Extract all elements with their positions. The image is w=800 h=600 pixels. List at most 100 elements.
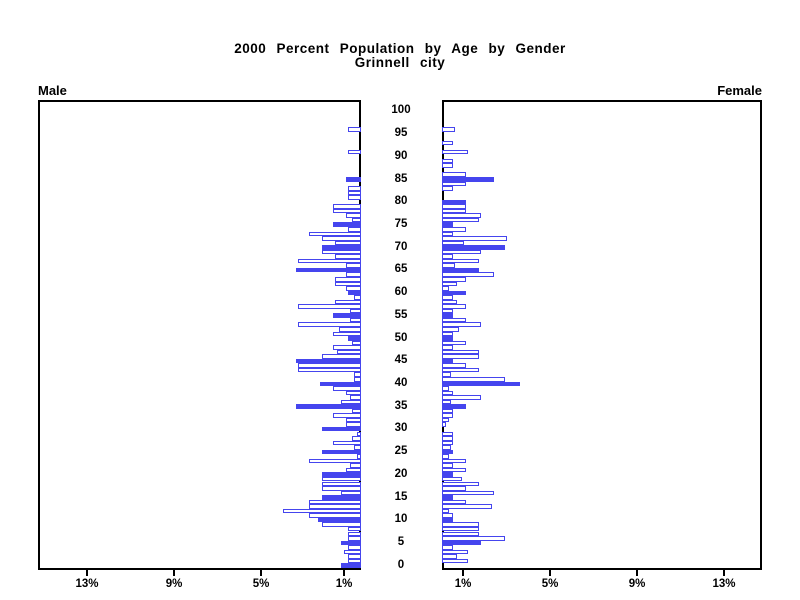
bar-male-age-76	[352, 217, 361, 223]
percent-tick-label-female-9: 9%	[628, 578, 646, 590]
bar-male-age-79	[333, 204, 361, 209]
chart-title: 2000 Percent Population by Age by Gender	[234, 41, 566, 56]
bar-male-age-64	[346, 272, 361, 277]
bar-male-age-19	[322, 476, 361, 482]
percent-tick-label-male-1: 1%	[335, 578, 353, 590]
percent-tick-male-13	[86, 570, 88, 576]
percent-tick-label-female-13: 13%	[712, 578, 736, 590]
bar-female-age-12	[442, 508, 449, 514]
percent-tick-female-13	[723, 570, 725, 576]
bar-male-age-27	[333, 440, 361, 446]
bar-male-age-23	[309, 458, 361, 464]
bar-male-age-52	[339, 327, 361, 332]
bar-female-age-48	[442, 345, 453, 350]
bar-male-age-1	[348, 558, 361, 564]
bar-male-age-67	[298, 258, 361, 264]
bar-male-age-66	[346, 263, 361, 268]
chart-subtitle: Grinnell city	[354, 55, 446, 70]
bar-male-age-6	[348, 536, 361, 541]
age-tick-label-95: 95	[394, 127, 408, 139]
bar-male-age-45	[296, 358, 361, 364]
bar-female-age-31	[442, 422, 446, 427]
bar-male-age-85	[346, 177, 361, 182]
age-tick-label-45: 45	[394, 354, 408, 367]
bar-female-age-36	[442, 399, 451, 405]
bar-male-age-14	[309, 499, 361, 505]
bar-female-age-64	[442, 272, 494, 277]
bar-female-age-83	[442, 186, 453, 191]
bar-female-age-60	[442, 290, 466, 296]
bar-female-age-43	[442, 367, 479, 373]
bar-male-age-83	[348, 186, 361, 191]
bar-female-age-77	[442, 213, 481, 218]
bar-female-age-72	[442, 236, 507, 241]
bar-male-age-71	[335, 240, 361, 246]
bar-female-age-8	[442, 526, 479, 532]
age-tick-label-85: 85	[394, 172, 408, 185]
age-tick-label-15: 15	[394, 490, 408, 503]
bar-female-age-76	[442, 217, 479, 223]
bar-female-age-4	[442, 545, 453, 550]
bar-male-age-37	[350, 395, 361, 400]
bar-female-age-17	[442, 486, 466, 491]
bar-female-age-24	[442, 454, 449, 459]
percent-tick-label-male-9: 9%	[165, 578, 183, 590]
bar-female-age-73	[442, 231, 453, 237]
bar-male-age-16	[341, 490, 361, 496]
bar-male-age-2	[348, 554, 361, 559]
bar-female-age-52	[442, 327, 459, 332]
age-tick-label-5: 5	[397, 536, 405, 549]
bar-female-age-61	[442, 286, 449, 291]
bar-male-age-36	[341, 399, 361, 405]
bar-male-age-44	[298, 363, 361, 368]
bar-male-age-56	[350, 308, 361, 314]
bar-male-age-0	[341, 563, 361, 568]
bar-male-age-54	[350, 317, 361, 323]
bar-female-age-33	[442, 413, 453, 418]
bar-female-age-85	[442, 177, 494, 182]
bar-female-age-15	[442, 495, 453, 500]
bar-male-age-34	[352, 408, 361, 414]
bar-female-age-45	[442, 358, 453, 364]
bar-female-age-38	[442, 390, 453, 396]
bar-female-age-57	[442, 304, 466, 309]
bar-female-age-19	[442, 476, 462, 482]
bar-female-age-11	[442, 513, 453, 518]
bar-male-age-73	[309, 231, 361, 237]
age-tick-label-100: 100	[391, 104, 411, 117]
bar-male-age-69	[322, 249, 361, 255]
bar-female-age-58	[442, 299, 457, 305]
bar-male-age-32	[346, 417, 361, 423]
bar-female-age-62	[442, 281, 457, 287]
percent-tick-male-5	[260, 570, 262, 576]
bar-female-age-46	[442, 354, 479, 359]
bar-female-age-51	[442, 331, 453, 337]
bar-female-age-69	[442, 249, 481, 255]
bar-female-age-47	[442, 349, 479, 355]
percent-tick-label-male-5: 5%	[252, 578, 270, 590]
bar-female-age-25	[442, 449, 453, 455]
bar-male-age-25	[322, 449, 361, 455]
bar-female-age-54	[442, 317, 466, 323]
bar-male-age-28	[352, 436, 361, 441]
bar-female-age-2	[442, 554, 457, 559]
percent-tick-label-male-13: 13%	[75, 578, 99, 590]
bar-female-age-50	[442, 336, 453, 341]
bar-female-age-16	[442, 490, 494, 496]
age-tick-label-60: 60	[394, 286, 408, 299]
bar-male-age-7	[348, 531, 361, 537]
bar-male-age-13	[309, 504, 361, 509]
bar-female-age-13	[442, 504, 492, 509]
age-tick-label-75: 75	[394, 217, 408, 230]
bar-male-age-91	[348, 149, 361, 155]
age-tick-label-55: 55	[394, 308, 408, 321]
bar-female-age-88	[442, 163, 453, 168]
percent-tick-female-1	[462, 570, 464, 576]
bar-female-age-10	[442, 517, 453, 523]
bar-male-age-18	[322, 481, 361, 487]
percent-tick-female-9	[636, 570, 638, 576]
female-panel-frame	[442, 100, 762, 570]
percent-tick-label-female-5: 5%	[541, 578, 559, 590]
bar-female-age-39	[442, 386, 449, 391]
bar-female-age-34	[442, 408, 453, 414]
